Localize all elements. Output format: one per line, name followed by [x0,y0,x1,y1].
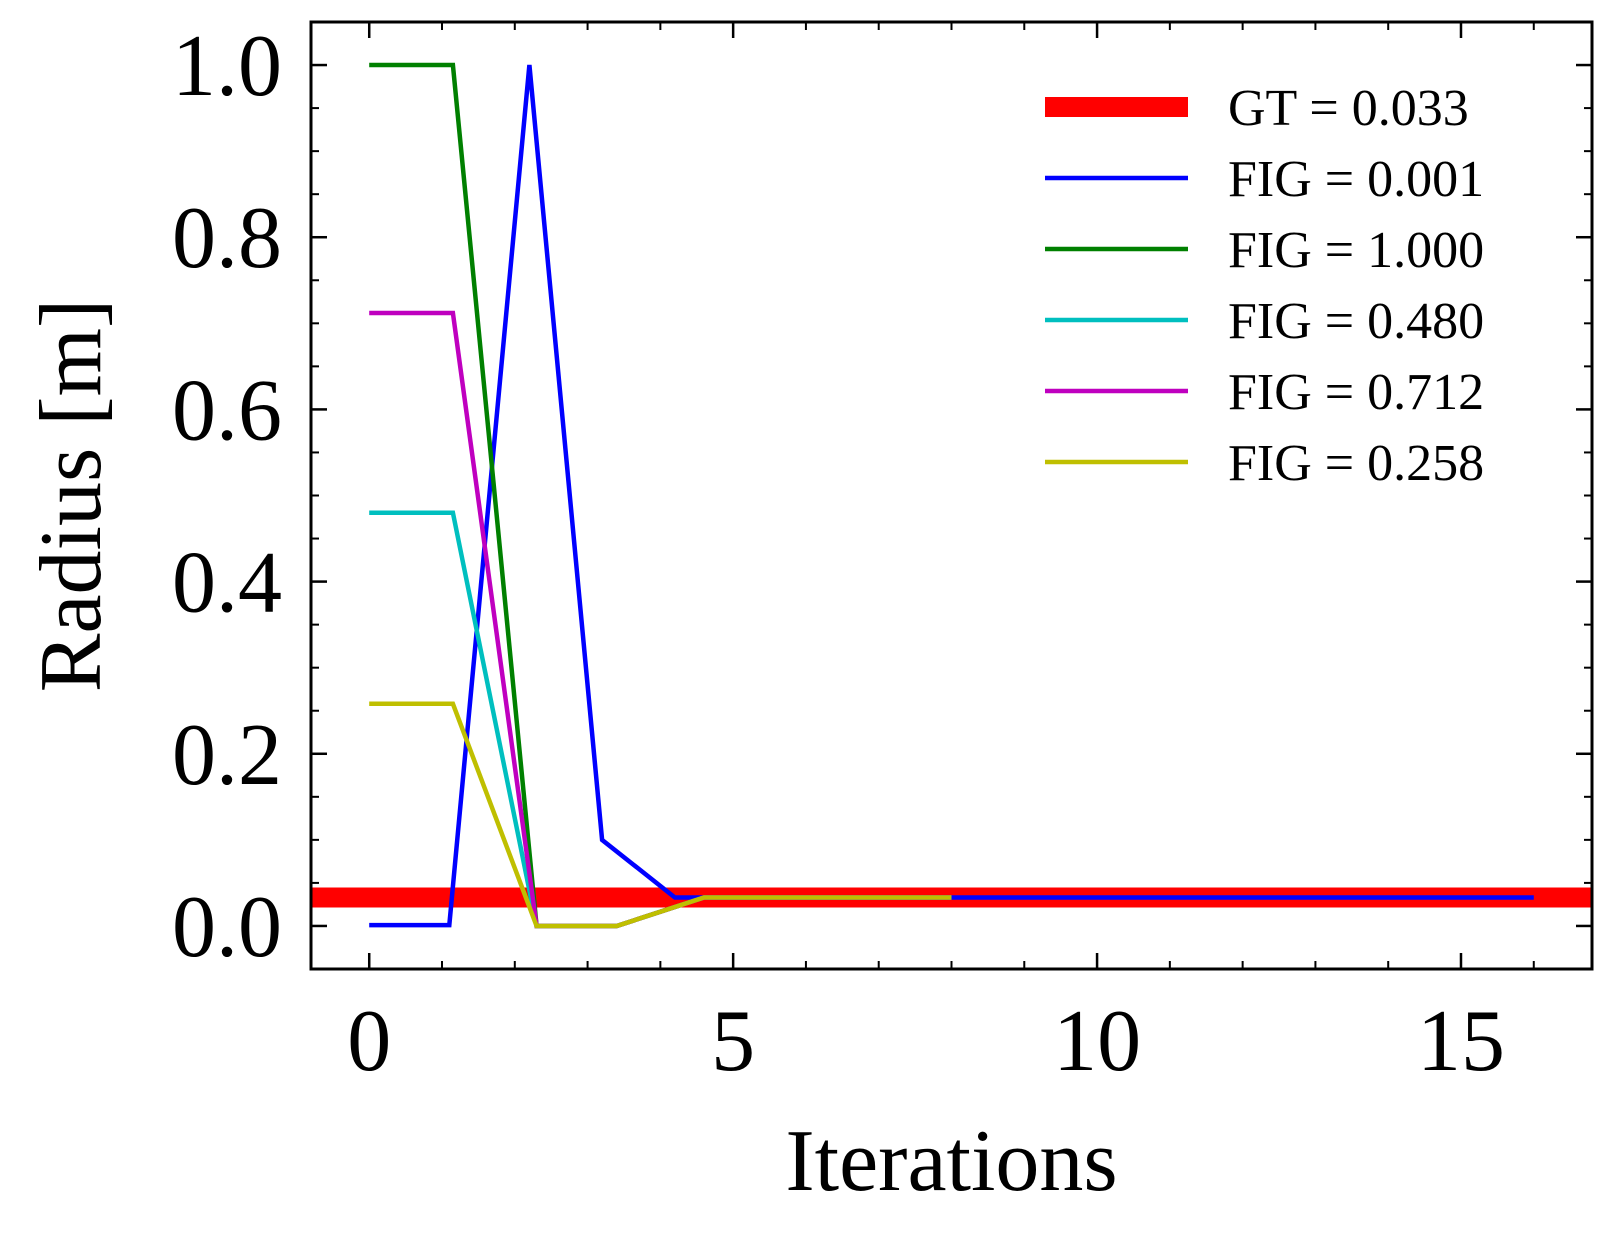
tick-labels: 0 5 10 15 0.0 0.2 0.4 0.6 0.8 1.0 [172,18,1505,1090]
series-line-5 [369,701,952,929]
x-tick-label: 0 [347,993,391,1090]
y-tick-label: 0.8 [172,190,282,287]
legend-label-3: FIG = 0.480 [1228,293,1484,350]
legend: GT = 0.033 FIG = 0.001 FIG = 1.000 FIG = 0.… [1045,80,1484,492]
y-tick-label: 0.6 [172,362,282,459]
y-tick-label: 0.0 [172,879,282,976]
x-axis-title: Iterations [785,1113,1117,1210]
x-tick-label: 5 [711,993,755,1090]
legend-label-2: FIG = 1.000 [1228,222,1484,279]
legend-label-1: FIG = 0.001 [1228,151,1484,208]
legend-label-4: FIG = 0.712 [1228,364,1484,421]
x-tick-label: 15 [1417,993,1505,1090]
y-tick-label: 1.0 [172,18,282,115]
y-tick-label: 0.4 [172,535,282,632]
y-tick-label: 0.2 [172,707,282,804]
y-axis-title: Radius [m] [23,299,120,693]
legend-label-gt: GT = 0.033 [1228,80,1469,137]
series-line-2 [369,62,952,929]
ticks-layer [311,22,1592,969]
legend-label-5: FIG = 0.258 [1228,435,1484,492]
x-tick-label: 10 [1053,993,1141,1090]
series-layer [311,62,1592,929]
